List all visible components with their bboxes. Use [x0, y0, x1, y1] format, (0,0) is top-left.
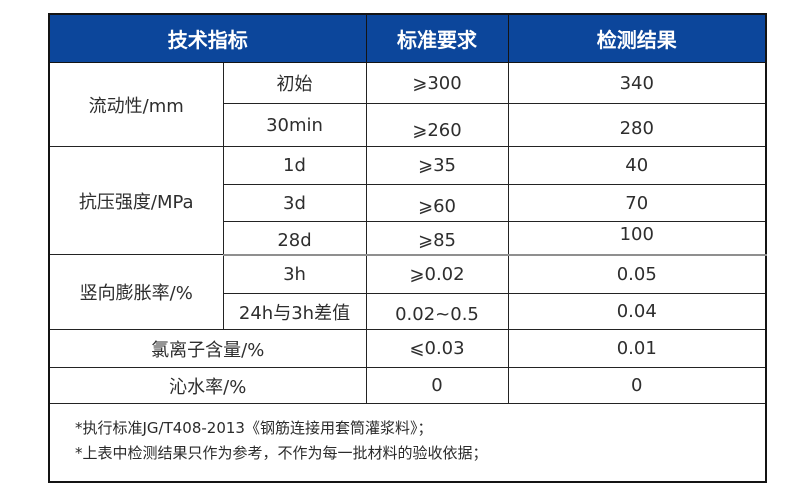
- table-row-strength-28d: 28d ⩾85 100: [49, 221, 767, 256]
- standard-cell: ⩾260: [365, 103, 509, 147]
- standard-cell: 0.02~0.5: [365, 293, 509, 330]
- result-cell: 0.04: [507, 293, 767, 330]
- standard-cell: ⩾60: [365, 184, 509, 222]
- row-label-chloride-content: 氯离子含量/%: [48, 329, 367, 368]
- standard-cell: ⩽0.03: [365, 329, 509, 368]
- table-row-fluidity-30min: 30min ⩾260 280: [49, 103, 767, 147]
- standard-cell: ⩾35: [365, 146, 509, 185]
- condition-cell: 1d: [222, 146, 367, 185]
- group-label-fluidity: 流动性/mm: [48, 62, 224, 147]
- condition-cell: 3d: [222, 184, 367, 222]
- condition-cell: 28d: [222, 221, 367, 256]
- footnote-cell: *执行标准JG/T408-2013《钢筋连接用套筒灌浆料》； *上表中检测结果只…: [48, 403, 767, 482]
- condition-cell: 3h: [222, 254, 367, 294]
- table-row-strength-3d: 3d ⩾60 70: [49, 184, 767, 222]
- header-cell-standard: 标准要求: [365, 13, 509, 63]
- table-row-expansion-diff: 24h与3h差值 0.02~0.5 0.04: [49, 293, 767, 330]
- condition-cell: 初始: [222, 62, 367, 104]
- row-label-bleeding-rate: 沁水率/%: [48, 367, 367, 404]
- result-cell: 0.01: [507, 329, 767, 368]
- header-cell-indicator: 技术指标: [48, 13, 367, 63]
- result-cell: 40: [507, 146, 767, 185]
- header-cell-result: 检测结果: [507, 13, 767, 63]
- standard-cell: ⩾300: [365, 62, 509, 104]
- result-cell: 0: [507, 367, 767, 404]
- result-cell: 340: [507, 62, 767, 104]
- result-cell: 70: [507, 184, 767, 222]
- condition-cell: 24h与3h差值: [222, 293, 367, 330]
- condition-cell: 30min: [222, 103, 367, 147]
- group-label-compressive-strength: 抗压强度/MPa: [48, 146, 224, 255]
- group-label-vertical-expansion: 竖向膨胀率/%: [48, 254, 224, 330]
- table-row-bleeding: 沁水率/% 0 0: [48, 367, 767, 404]
- header-row: 技术指标 标准要求 检测结果: [48, 13, 767, 63]
- footnote-line-2: *上表中检测结果只作为参考，不作为每一批材料的验收依据；: [75, 444, 488, 463]
- spec-table: 技术指标 标准要求 检测结果 流动性/mm 初始 ⩾300 340 30min …: [48, 13, 767, 483]
- table-row-footnotes: *执行标准JG/T408-2013《钢筋连接用套筒灌浆料》； *上表中检测结果只…: [48, 403, 767, 482]
- table-row-expansion-3h: 竖向膨胀率/% 3h ⩾0.02 0.05: [48, 254, 767, 330]
- standard-cell: ⩾0.02: [365, 254, 509, 294]
- footnote-line-1: *执行标准JG/T408-2013《钢筋连接用套筒灌浆料》；: [75, 419, 433, 438]
- table-row-fluidity-initial: 流动性/mm 初始 ⩾300 340: [48, 62, 767, 147]
- result-cell: 100: [507, 221, 767, 256]
- standard-cell: ⩾85: [365, 221, 509, 256]
- table-row-chloride: 氯离子含量/% ⩽0.03 0.01: [48, 329, 767, 368]
- result-cell: 0.05: [507, 254, 767, 294]
- table-row-strength-1d: 抗压强度/MPa 1d ⩾35 40: [48, 146, 767, 255]
- standard-cell: 0: [365, 367, 509, 404]
- result-cell: 280: [507, 103, 767, 147]
